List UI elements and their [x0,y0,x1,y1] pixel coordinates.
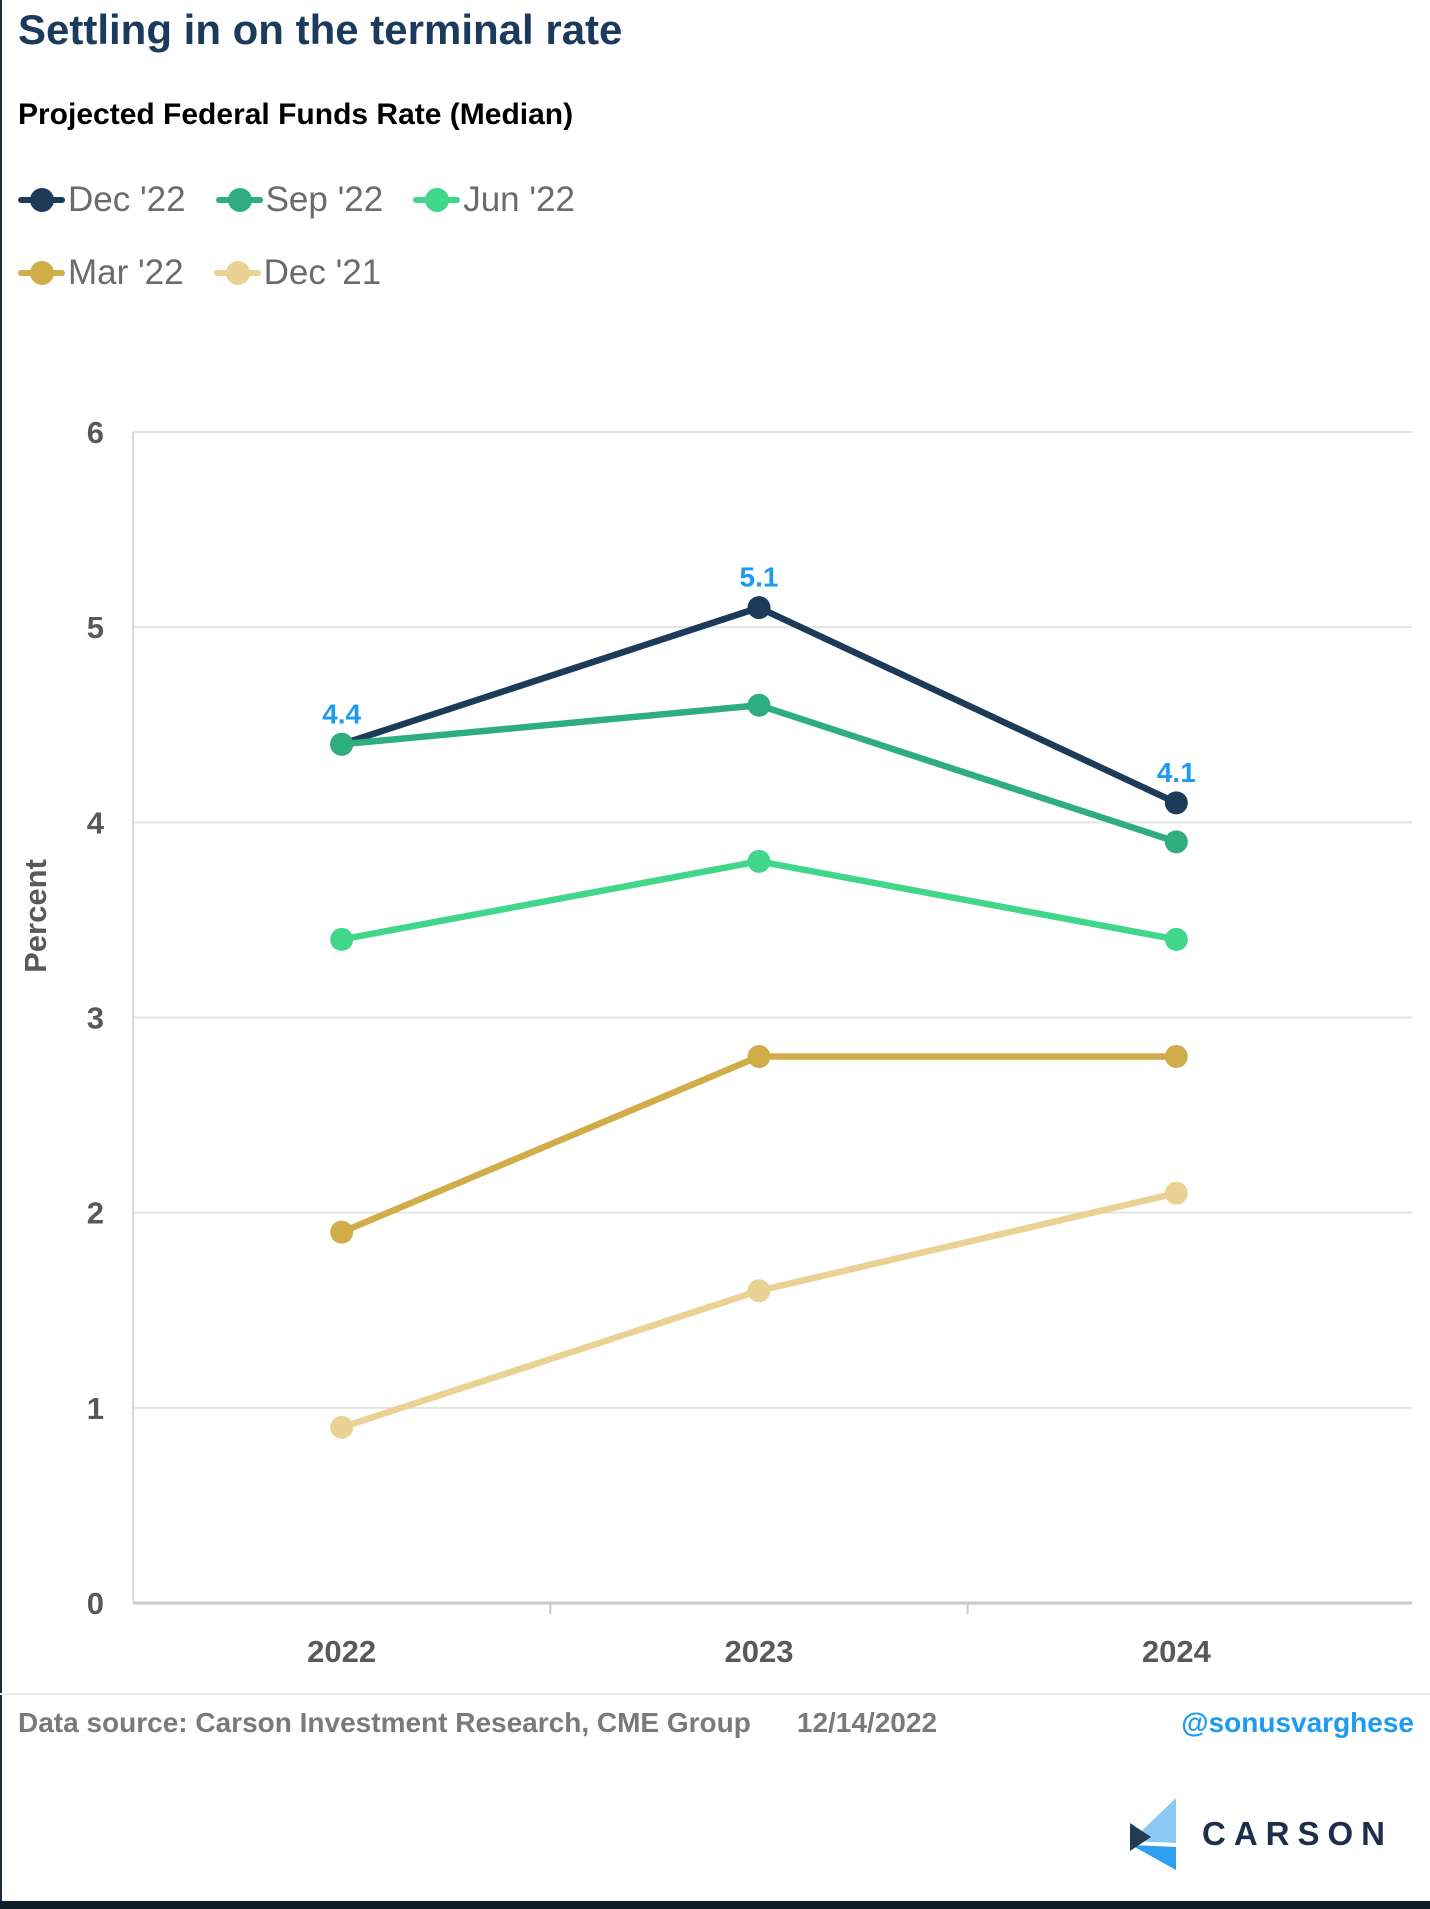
footer-date: 12/14/2022 [796,1707,938,1738]
series-line [338,1189,1180,1431]
point-label: 4.1 [1157,757,1196,788]
series-point [330,1220,354,1244]
line-chart: 0 1 2 3 4 5 6 2022 2023 2024 4.4 5.1 4.1 [87,415,1412,1669]
page-title: Settling in on the terminal rate [18,6,623,53]
point-label: 5.1 [740,562,779,593]
legend-marker-icon [215,188,263,212]
series-line [338,858,1180,943]
x-tick-label: 2024 [1142,1634,1212,1669]
carson-logo: CARSON [1130,1797,1393,1871]
series-line [338,1053,1180,1236]
series-point [330,1415,354,1439]
legend-marker-icon [18,261,65,285]
carson-logo-text: CARSON [1202,1815,1394,1852]
legend-item: Dec '21 [213,253,382,293]
bottom-bar [0,1901,1430,1909]
series-point [330,927,354,951]
carson-chevron-icon [1130,1798,1176,1870]
x-tick-label: 2022 [307,1634,376,1669]
y-tick-label: 3 [87,1001,104,1036]
legend-item: Mar '22 [18,253,184,293]
series-point [330,732,354,756]
chart-subtitle: Projected Federal Funds Rate (Median) [18,98,574,131]
series-point [1164,927,1188,951]
legend-label: Sep '22 [265,180,384,219]
point-label: 4.4 [322,698,361,729]
legend-row: Dec '22 Sep '22 Jun '22 [18,180,575,220]
series-point [1164,791,1188,815]
y-tick-label: 0 [87,1586,104,1621]
legend-marker-icon [18,188,65,212]
series-point [1164,1045,1188,1069]
footer: Data source: Carson Investment Research,… [18,1707,1414,1739]
legend: Dec '22 Sep '22 Jun '22 Mar '22 Dec '21 [18,180,575,293]
y-tick-label: 2 [87,1196,104,1231]
legend-label: Dec '21 [263,253,382,292]
legend-label: Mar '22 [68,253,184,292]
y-tick-label: 5 [87,610,104,645]
series-point [747,596,771,620]
series-point [747,1279,771,1303]
data-source-text: Data source: Carson Investment Research,… [18,1707,751,1738]
series-point [747,1045,771,1069]
legend-label: Dec '22 [68,180,186,219]
legend-item: Sep '22 [215,180,384,220]
legend-row: Mar '22 Dec '21 [18,253,575,293]
series-point [1164,1181,1188,1205]
y-tick-label: 6 [87,415,104,450]
legend-marker-icon [413,188,461,212]
legend-item: Jun '22 [413,180,575,220]
twitter-handle[interactable]: @sonusvarghese [1181,1707,1414,1738]
legend-item: Dec '22 [18,180,186,220]
legend-marker-icon [213,261,261,285]
series-point [747,693,771,717]
x-tick-label: 2023 [725,1634,794,1669]
y-tick-label: 4 [87,805,105,840]
y-tick-label: 1 [87,1391,104,1426]
left-border-line [0,0,2,1909]
footer-divider [0,1693,1430,1695]
series-point [747,849,771,873]
legend-label: Jun '22 [463,180,575,219]
series-point [1164,830,1188,854]
